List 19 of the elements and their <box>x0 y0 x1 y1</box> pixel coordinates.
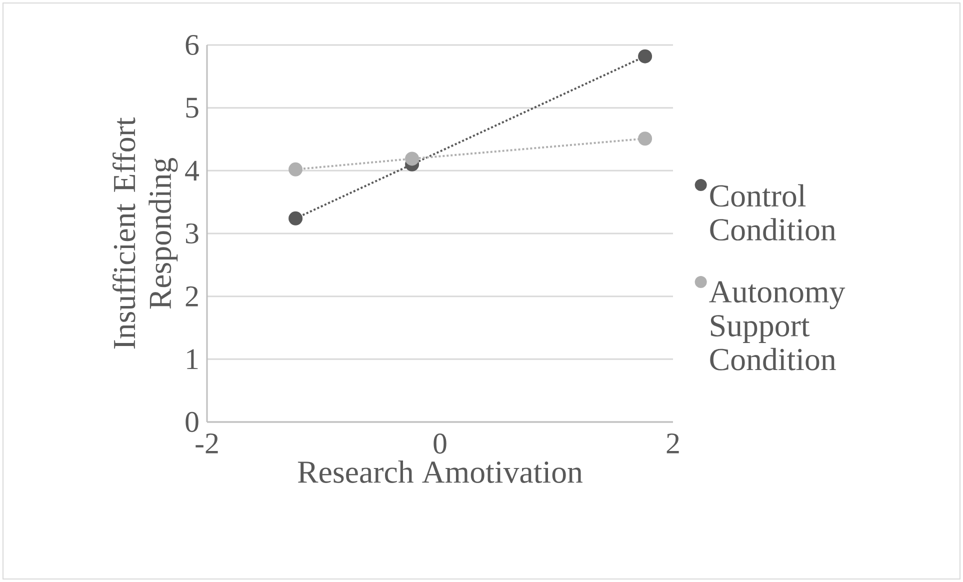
legend-label: Control Condition <box>710 184 836 241</box>
x-axis-title: Research Amotivation <box>298 460 582 483</box>
point <box>405 152 420 166</box>
y-tick-label: 3 <box>186 223 198 244</box>
x-tick-label: 0 <box>434 434 446 454</box>
x-tick-label: 2 <box>666 434 679 454</box>
y-tick-label: 0 <box>186 412 198 432</box>
point <box>638 49 652 64</box>
y-tick-label: 5 <box>186 98 198 118</box>
point <box>638 132 652 146</box>
legend-label: Autonomy Support Condition <box>709 281 846 370</box>
x-tick-label: -2 <box>196 434 218 454</box>
y-tick-label: 6 <box>186 34 199 56</box>
point <box>288 211 303 226</box>
y-tick-label: 4 <box>185 160 200 181</box>
point <box>288 162 303 176</box>
y-tick-label: 2 <box>186 286 198 306</box>
y-axis-title: Insufficient Effort Responding <box>112 117 178 349</box>
y-tick-label: 1 <box>187 349 198 370</box>
